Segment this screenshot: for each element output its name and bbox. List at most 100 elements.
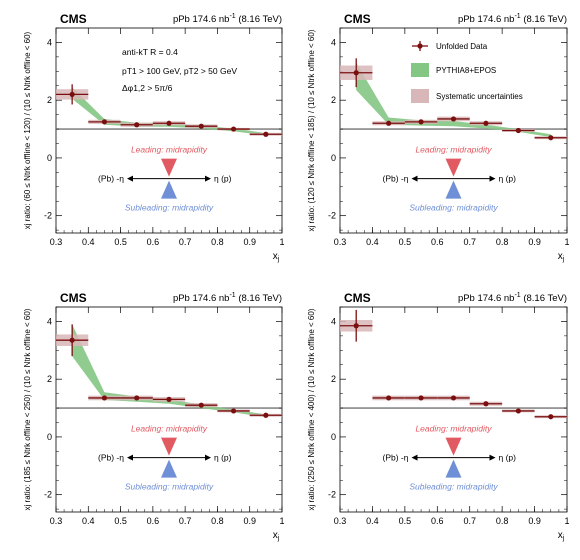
x-tick-label: 0.8 (211, 237, 224, 247)
eta-arrow-left-icon (411, 175, 418, 182)
lumi-label: pPb 174.6 nb-1 (8.16 TeV) (173, 13, 282, 25)
y-tick-label: -2 (44, 490, 52, 500)
y-tick-label: 4 (47, 316, 52, 326)
y-axis-label: xj ratio: (120 ≤ Ntrk offline < 185) / (… (307, 29, 316, 231)
experiment-label: CMS (60, 291, 87, 305)
eta-right-label: η (p) (214, 174, 232, 184)
x-tick-label: 0.7 (463, 516, 476, 526)
y-tick-label: 0 (331, 153, 336, 163)
lumi-exponent: -1 (229, 292, 235, 299)
x-axis-label-sub: j (277, 535, 280, 542)
pythia-band (72, 324, 266, 418)
data-point (101, 119, 108, 125)
data-point (418, 395, 424, 401)
x-axis-label: xj (273, 530, 280, 542)
data-point (353, 70, 359, 76)
x-axis-label-sub: j (562, 535, 565, 542)
data-point (483, 401, 489, 407)
data-point (166, 120, 172, 126)
leading-label: Leading: midrapidity (131, 145, 208, 155)
lumi-exponent: -1 (229, 13, 235, 20)
x-tick-label: 1 (279, 516, 284, 526)
y-tick-label: -2 (328, 211, 336, 221)
x-tick-label: 0.6 (431, 516, 444, 526)
y-tick-label: 2 (47, 95, 52, 105)
data-point (198, 402, 204, 408)
eta-arrow-right-icon (205, 175, 211, 182)
eta-left-label: (Pb) -η (98, 453, 124, 463)
x-tick-label: 0.7 (179, 516, 192, 526)
x-axis-label-main: x (558, 251, 563, 262)
y-tick-label: 4 (331, 37, 336, 47)
y-tick-label: 0 (331, 432, 336, 442)
x-tick-label: 1 (279, 237, 284, 247)
eta-right-label: η (p) (214, 453, 232, 463)
eta-arrow-left-icon (411, 454, 418, 461)
data-point (515, 127, 521, 134)
x-tick-label: 0.4 (366, 516, 379, 526)
eta-arrow-right-icon (489, 454, 496, 461)
leading-label: Leading: midrapidity (415, 424, 492, 434)
x-axis-label-main: x (273, 530, 278, 541)
energy-label: (8.16 TeV) (521, 14, 567, 25)
experiment-label: CMS (344, 12, 371, 26)
data-point (548, 414, 554, 420)
subleading-label: Subleading: midrapidity (125, 203, 214, 213)
x-tick-label: 1 (564, 516, 569, 526)
data-point (386, 120, 392, 126)
y-tick-label: 0 (47, 432, 52, 442)
y-tick-label: 0 (47, 153, 52, 163)
eta-left-label: (Pb) -η (383, 453, 409, 463)
eta-right-label: η (p) (499, 174, 517, 184)
x-tick-label: 0.5 (399, 516, 412, 526)
data-point (483, 120, 489, 126)
x-tick-label: 0.9 (528, 237, 541, 247)
data-point (134, 122, 140, 128)
subleading-cone (445, 180, 462, 199)
data-point (263, 412, 269, 418)
data-point (198, 123, 204, 129)
subleading-label: Subleading: midrapidity (409, 203, 498, 213)
experiment-label: CMS (60, 12, 87, 26)
eta-arrow-right-icon (205, 454, 211, 461)
x-axis-label-sub: j (562, 256, 565, 263)
lumi-prefix: pPb 174.6 nb (173, 293, 230, 304)
y-tick-label: -2 (328, 490, 336, 500)
x-tick-label: 0.6 (431, 237, 444, 247)
lumi-label: pPb 174.6 nb-1 (8.16 TeV) (173, 292, 282, 304)
x-tick-label: 0.7 (179, 237, 192, 247)
subleading-label: Subleading: midrapidity (409, 482, 498, 492)
dphi-cut-label: Δφ1,2 > 5π/6 (122, 83, 173, 93)
legend-pythia-label: PYTHIA8+EPOS (436, 66, 496, 75)
subleading-cone (445, 459, 462, 478)
legend-pythia-swatch (411, 63, 429, 77)
y-tick-label: -2 (44, 211, 52, 221)
x-tick-label: 0.8 (496, 516, 509, 526)
x-tick-label: 0.7 (463, 237, 476, 247)
eta-right-label: η (p) (499, 453, 517, 463)
x-axis-label-sub: j (277, 256, 280, 263)
x-tick-label: 1 (564, 237, 569, 247)
x-tick-label: 0.9 (243, 237, 256, 247)
energy-label: (8.16 TeV) (521, 293, 567, 304)
x-axis-label-main: x (273, 251, 278, 262)
x-axis-label: xj (558, 530, 565, 542)
y-tick-label: 2 (47, 374, 52, 384)
lumi-exponent: -1 (514, 292, 520, 299)
leading-label: Leading: midrapidity (415, 145, 492, 155)
x-tick-label: 0.9 (243, 516, 256, 526)
experiment-label: CMS (344, 291, 371, 305)
x-tick-label: 0.3 (334, 237, 347, 247)
x-tick-label: 0.4 (366, 237, 379, 247)
leading-cone (445, 437, 462, 456)
pythia-band (356, 62, 551, 138)
x-tick-label: 0.4 (82, 516, 95, 526)
lumi-prefix: pPb 174.6 nb (458, 293, 515, 304)
data-point (515, 408, 521, 414)
x-tick-label: 0.6 (147, 237, 160, 247)
data-point (548, 135, 554, 141)
data-point (230, 126, 237, 132)
data-point (134, 395, 140, 401)
